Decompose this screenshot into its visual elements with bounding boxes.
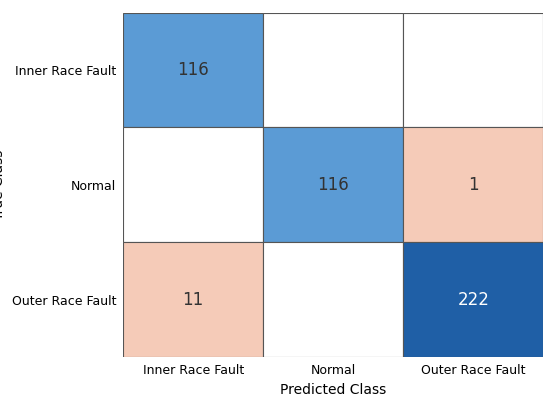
Bar [123, 242, 263, 357]
Bar [263, 13, 403, 127]
Bar [263, 242, 403, 357]
Text: 116: 116 [178, 61, 209, 79]
Text: 11: 11 [183, 291, 204, 309]
Bar [403, 242, 543, 357]
Text: 222: 222 [458, 291, 489, 309]
Bar [403, 127, 543, 242]
Bar [403, 13, 543, 127]
Y-axis label: True Class: True Class [0, 150, 6, 220]
Bar [263, 127, 403, 242]
Text: 1: 1 [468, 176, 478, 194]
Bar [123, 13, 263, 127]
Text: 116: 116 [318, 176, 349, 194]
Bar [123, 127, 263, 242]
X-axis label: Predicted Class: Predicted Class [280, 383, 386, 396]
